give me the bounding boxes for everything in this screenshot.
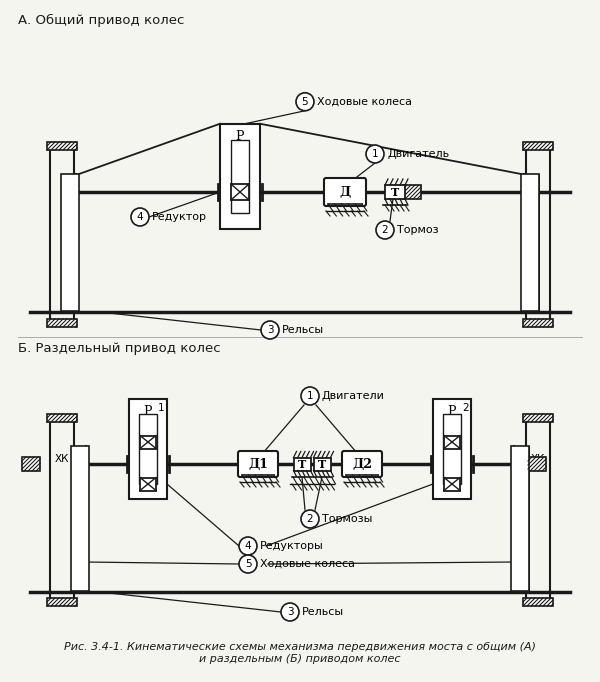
Circle shape xyxy=(301,510,319,528)
Circle shape xyxy=(366,145,384,163)
Text: А. Общий привод колес: А. Общий привод колес xyxy=(18,14,184,27)
Text: Двигатели: Двигатели xyxy=(322,391,385,401)
Text: 1: 1 xyxy=(371,149,379,159)
Text: Т: Т xyxy=(318,458,326,469)
Text: Д1: Д1 xyxy=(248,458,268,471)
Bar xyxy=(231,140,249,213)
Text: 4: 4 xyxy=(245,541,251,551)
Text: Р: Р xyxy=(144,405,152,418)
Circle shape xyxy=(239,537,257,555)
Text: Рельсы: Рельсы xyxy=(282,325,324,335)
Bar xyxy=(140,477,156,490)
Bar xyxy=(444,436,460,449)
Text: Тормозы: Тормозы xyxy=(322,514,373,524)
Text: ХК: ХК xyxy=(55,454,69,464)
Bar xyxy=(523,414,553,422)
Text: Б. Раздельный привод колес: Б. Раздельный привод колес xyxy=(18,342,221,355)
Bar xyxy=(22,457,40,471)
Text: Ходовые колеса: Ходовые колеса xyxy=(317,97,412,107)
FancyBboxPatch shape xyxy=(324,178,366,206)
Circle shape xyxy=(131,208,149,226)
Circle shape xyxy=(261,321,279,339)
Text: 5: 5 xyxy=(302,97,308,107)
Text: ХК: ХК xyxy=(531,454,545,464)
Bar xyxy=(523,142,553,150)
Text: 1: 1 xyxy=(307,391,313,401)
Circle shape xyxy=(296,93,314,110)
Bar xyxy=(220,123,260,228)
Text: Т: Т xyxy=(391,186,399,198)
Circle shape xyxy=(281,603,299,621)
Bar xyxy=(403,185,421,199)
Bar xyxy=(385,185,405,199)
Text: Д2: Д2 xyxy=(352,458,372,471)
Text: 1: 1 xyxy=(158,403,164,413)
Text: Рис. 3.4-1. Кинематические схемы механизма передвижения моста с общим (А): Рис. 3.4-1. Кинематические схемы механиз… xyxy=(64,642,536,652)
Bar xyxy=(528,457,546,471)
Text: 3: 3 xyxy=(266,325,274,335)
Text: Р: Р xyxy=(236,130,244,143)
Text: 2: 2 xyxy=(462,403,469,413)
Circle shape xyxy=(301,387,319,405)
Bar xyxy=(511,446,529,591)
Bar xyxy=(71,446,89,591)
Text: 2: 2 xyxy=(307,514,313,524)
Text: Р: Р xyxy=(448,405,456,418)
FancyBboxPatch shape xyxy=(342,451,382,477)
Bar xyxy=(231,184,249,200)
Bar xyxy=(444,477,460,490)
Text: Редукторы: Редукторы xyxy=(260,541,324,551)
Text: Редуктор: Редуктор xyxy=(152,212,207,222)
Circle shape xyxy=(376,221,394,239)
Bar xyxy=(443,414,461,484)
Bar xyxy=(523,598,553,606)
Bar xyxy=(293,458,311,471)
Bar xyxy=(47,414,77,422)
Bar xyxy=(47,319,77,327)
Text: и раздельным (Б) приводом колес: и раздельным (Б) приводом колес xyxy=(199,654,401,664)
Bar xyxy=(140,436,156,449)
Text: Д: Д xyxy=(340,186,350,198)
Text: 5: 5 xyxy=(245,559,251,569)
Text: Рельсы: Рельсы xyxy=(302,607,344,617)
Text: Тормоз: Тормоз xyxy=(397,225,439,235)
Text: 3: 3 xyxy=(287,607,293,617)
FancyBboxPatch shape xyxy=(238,451,278,477)
Bar xyxy=(521,174,539,311)
Bar xyxy=(314,458,331,471)
Bar xyxy=(47,598,77,606)
Bar xyxy=(433,399,471,499)
Text: Двигатель: Двигатель xyxy=(387,149,449,159)
Bar xyxy=(61,174,79,311)
Bar xyxy=(523,319,553,327)
Text: Ходовые колеса: Ходовые колеса xyxy=(260,559,355,569)
Bar xyxy=(129,399,167,499)
Text: 4: 4 xyxy=(137,212,143,222)
Bar xyxy=(139,414,157,484)
Text: 2: 2 xyxy=(382,225,388,235)
Text: Т: Т xyxy=(298,458,306,469)
Bar xyxy=(47,142,77,150)
Circle shape xyxy=(239,555,257,573)
